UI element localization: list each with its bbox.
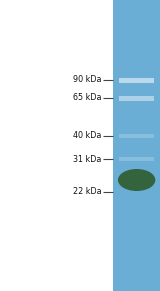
Text: 65 kDa: 65 kDa <box>73 93 101 102</box>
Ellipse shape <box>118 169 155 191</box>
Text: 40 kDa: 40 kDa <box>73 132 101 141</box>
Bar <box>119 157 154 161</box>
Text: 31 kDa: 31 kDa <box>73 155 101 164</box>
Text: 90 kDa: 90 kDa <box>73 75 101 84</box>
Text: 22 kDa: 22 kDa <box>73 187 101 196</box>
Bar <box>119 77 154 83</box>
Bar <box>113 0 160 291</box>
Bar <box>119 95 154 100</box>
Bar <box>119 134 154 138</box>
